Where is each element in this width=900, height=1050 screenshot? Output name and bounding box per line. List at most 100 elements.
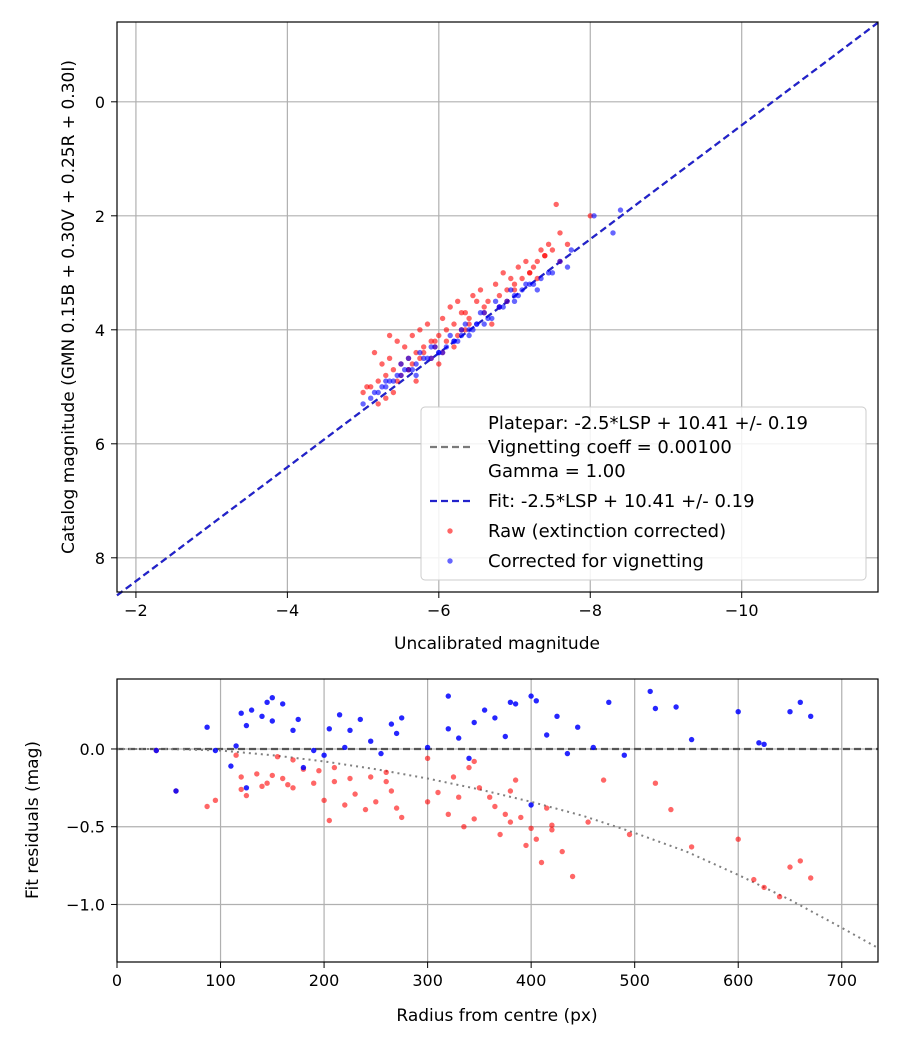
corrected-point bbox=[492, 715, 498, 721]
raw-point bbox=[390, 389, 397, 396]
x-tick-label: 300 bbox=[412, 971, 443, 990]
corrected-point bbox=[243, 785, 250, 791]
corrected-point bbox=[515, 292, 521, 299]
corrected-point bbox=[259, 713, 265, 719]
raw-point bbox=[285, 782, 291, 788]
raw-point bbox=[549, 822, 555, 828]
top-y-axis-label: Catalog magnitude (GMN 0.15B + 0.30V + 0… bbox=[59, 60, 79, 554]
bottom-plot-frame bbox=[116, 678, 879, 963]
corrected-point bbox=[402, 367, 408, 373]
corrected-point bbox=[379, 384, 385, 390]
raw-point bbox=[485, 298, 491, 304]
bottom-x-axis-label: Radius from centre (px) bbox=[396, 1006, 597, 1026]
raw-point bbox=[477, 287, 484, 293]
raw-point bbox=[668, 806, 674, 813]
x-tick-label: −4 bbox=[276, 601, 300, 620]
corrected-point bbox=[477, 310, 484, 316]
raw-point bbox=[394, 338, 400, 344]
y-tick-label: 6 bbox=[95, 435, 105, 454]
raw-point bbox=[413, 349, 419, 356]
raw-point bbox=[527, 270, 533, 276]
raw-point bbox=[326, 817, 332, 824]
corrected-point bbox=[688, 736, 695, 743]
raw-point bbox=[393, 805, 400, 811]
corrected-point bbox=[405, 367, 412, 373]
raw-point bbox=[450, 774, 457, 780]
raw-point bbox=[471, 816, 477, 822]
raw-point bbox=[538, 247, 544, 253]
corrected-point bbox=[248, 707, 255, 713]
corrected-point bbox=[269, 695, 275, 701]
raw-point bbox=[394, 378, 400, 384]
raw-point bbox=[212, 797, 219, 803]
corrected-point bbox=[544, 732, 550, 738]
corrected-point bbox=[228, 763, 234, 769]
raw-point bbox=[549, 827, 555, 833]
raw-point bbox=[797, 858, 803, 864]
raw-point bbox=[409, 332, 415, 339]
corrected-point bbox=[458, 332, 465, 339]
raw-point bbox=[274, 754, 281, 760]
legend-red-dot bbox=[447, 528, 453, 534]
corrected-point bbox=[264, 699, 270, 705]
corrected-point bbox=[808, 713, 814, 719]
raw-point bbox=[587, 213, 593, 219]
corrected-point bbox=[591, 213, 597, 219]
raw-point bbox=[264, 780, 270, 786]
corrected-point bbox=[470, 327, 476, 333]
corrected-point bbox=[443, 344, 450, 350]
corrected-point bbox=[421, 355, 427, 361]
raw-point bbox=[471, 758, 477, 765]
legend-label: Gamma = 1.00 bbox=[488, 461, 626, 482]
corrected-point bbox=[554, 713, 560, 719]
raw-point bbox=[383, 769, 389, 775]
corrected-point bbox=[564, 750, 571, 757]
raw-point bbox=[388, 788, 395, 794]
raw-point bbox=[424, 755, 431, 761]
corrected-point bbox=[173, 788, 179, 794]
raw-point bbox=[259, 783, 265, 789]
corrected-point bbox=[504, 298, 510, 304]
raw-point bbox=[436, 361, 442, 367]
raw-point bbox=[238, 774, 244, 780]
raw-point bbox=[500, 270, 506, 276]
raw-point bbox=[492, 281, 499, 287]
y-tick-label: 8 bbox=[95, 549, 105, 568]
raw-point bbox=[515, 264, 521, 270]
corrected-point bbox=[527, 281, 533, 287]
raw-point bbox=[534, 275, 540, 282]
raw-point bbox=[751, 876, 757, 883]
x-tick-label: 200 bbox=[309, 971, 340, 990]
raw-point bbox=[360, 389, 366, 396]
corrected-point bbox=[756, 740, 762, 746]
raw-point bbox=[417, 327, 423, 333]
raw-point bbox=[402, 344, 408, 350]
corrected-point bbox=[456, 735, 462, 741]
raw-point bbox=[511, 281, 518, 287]
corrected-point bbox=[533, 698, 539, 704]
corrected-point bbox=[233, 743, 239, 749]
raw-point bbox=[497, 831, 503, 838]
corrected-point bbox=[368, 395, 374, 401]
raw-point bbox=[436, 332, 442, 339]
corrected-point bbox=[471, 719, 477, 726]
bottom-grid bbox=[116, 679, 878, 962]
raw-point bbox=[386, 332, 393, 339]
corrected-point bbox=[445, 693, 451, 699]
raw-point bbox=[481, 304, 487, 310]
corrected-point bbox=[336, 712, 343, 718]
y-tick-label: 2 bbox=[95, 207, 105, 226]
raw-point bbox=[439, 315, 446, 322]
corrected-point bbox=[496, 304, 503, 310]
corrected-point bbox=[204, 724, 210, 730]
corrected-point bbox=[321, 752, 327, 758]
raw-point bbox=[559, 848, 565, 855]
raw-point bbox=[549, 247, 556, 253]
raw-point bbox=[538, 859, 545, 866]
corrected-point bbox=[269, 718, 275, 724]
corrected-point bbox=[673, 704, 679, 710]
raw-point bbox=[373, 799, 379, 805]
raw-point bbox=[626, 831, 633, 838]
corrected-point bbox=[557, 258, 563, 265]
y-tick-label: 0.0 bbox=[80, 740, 105, 759]
